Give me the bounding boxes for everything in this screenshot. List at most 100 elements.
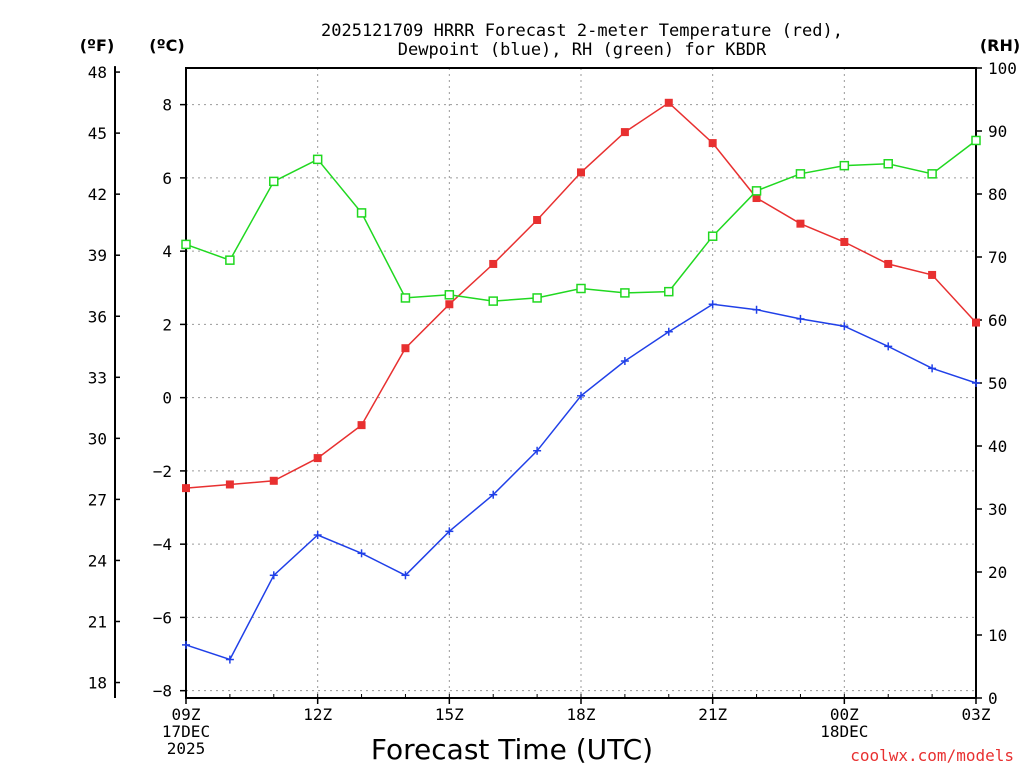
- dewpoint-point: [489, 490, 498, 499]
- temperature-point: [533, 216, 542, 225]
- x-tick-label: 03Z: [962, 705, 991, 724]
- temperature-point: [577, 168, 585, 177]
- temperature-point: [928, 270, 937, 279]
- chart-title-line-2: Dewpoint (blue), RH (green) for KBDR: [398, 40, 767, 60]
- rh-point: [181, 239, 191, 250]
- temperature-point: [357, 421, 366, 430]
- fahrenheit-tick-label: 36: [88, 307, 107, 326]
- x-tick-label: 17DEC: [162, 722, 210, 741]
- rh-point: [620, 288, 630, 298]
- rh-point: [795, 169, 806, 179]
- rh-point: [664, 286, 674, 297]
- rh-point: [839, 160, 850, 171]
- rh-point: [532, 293, 542, 303]
- rh-tick-label: 30: [988, 500, 1007, 519]
- dewpoint-point: [533, 446, 542, 455]
- rh-point: [488, 296, 498, 306]
- temperature-point: [708, 139, 717, 148]
- fahrenheit-tick-label: 33: [88, 368, 107, 387]
- celsius-tick-label: 6: [162, 169, 172, 188]
- rh-unit-label: (RH): [980, 36, 1020, 55]
- dewpoint-point: [928, 364, 937, 373]
- temperature-point: [269, 476, 278, 485]
- dewpoint-point: [796, 314, 805, 323]
- rh-point: [883, 159, 893, 169]
- fahrenheit-tick-label: 24: [88, 551, 107, 570]
- dewpoint-point: [225, 655, 234, 664]
- data-series: [181, 98, 981, 664]
- x-tick-label: 18Z: [567, 705, 596, 724]
- celsius-unit-label: (ºC): [149, 36, 184, 55]
- rh-point: [269, 176, 279, 187]
- rh-point: [707, 231, 718, 241]
- dewpoint-point: [708, 300, 717, 309]
- dewpoint-point: [884, 342, 893, 351]
- celsius-tick-label: −4: [153, 535, 172, 554]
- x-tick-label: 15Z: [435, 705, 464, 724]
- chart-title-line-1: 2025121709 HRRR Forecast 2-meter Tempera…: [321, 21, 843, 41]
- rh-point: [576, 283, 586, 294]
- dewpoint-point: [972, 379, 980, 387]
- rh-point: [400, 293, 411, 303]
- rh-tick-label: 100: [988, 59, 1017, 78]
- dewpoint-point: [664, 327, 673, 336]
- axes: −8−6−4−202468182124273033363942454801020…: [88, 59, 1017, 758]
- x-tick-label: 09Z: [172, 705, 201, 724]
- temperature-point: [445, 300, 454, 309]
- rh-tick-label: 40: [988, 437, 1007, 456]
- celsius-tick-label: −2: [153, 462, 172, 481]
- celsius-tick-label: 2: [162, 315, 172, 334]
- dewpoint-point: [445, 527, 454, 536]
- fahrenheit-tick-label: 45: [88, 124, 107, 143]
- x-tick-label: 12Z: [303, 705, 332, 724]
- temperature-point: [972, 318, 980, 327]
- fahrenheit-tick-label: 30: [88, 429, 107, 448]
- fahrenheit-tick-label: 39: [88, 246, 107, 265]
- celsius-tick-label: 4: [162, 242, 172, 261]
- rh-tick-label: 10: [988, 626, 1007, 645]
- rh-point: [971, 135, 981, 146]
- x-axis-label: Forecast Time (UTC): [371, 733, 653, 766]
- celsius-tick-label: −6: [153, 608, 172, 627]
- x-tick-label: 21Z: [698, 705, 727, 724]
- dewpoint-point: [752, 305, 761, 314]
- rh-tick-label: 60: [988, 311, 1007, 330]
- rh-tick-label: 20: [988, 563, 1007, 582]
- temperature-point: [884, 259, 893, 268]
- dewpoint-point: [577, 391, 585, 400]
- rh-tick-label: 80: [988, 185, 1007, 204]
- rh-tick-label: 70: [988, 248, 1007, 267]
- temperature-point: [401, 344, 410, 353]
- temperature-point: [225, 480, 234, 489]
- x-tick-label: 00Z: [830, 705, 859, 724]
- dewpoint-point: [313, 531, 322, 540]
- rh-tick-label: 0: [988, 689, 998, 708]
- celsius-tick-label: −8: [153, 682, 172, 701]
- temperature-point: [840, 237, 849, 246]
- fahrenheit-unit-label: (ºF): [80, 36, 115, 55]
- temperature-point: [313, 454, 322, 463]
- temperature-point: [796, 219, 805, 228]
- fahrenheit-tick-label: 27: [88, 490, 107, 509]
- temperature-point: [489, 259, 498, 268]
- dewpoint-point: [401, 571, 410, 580]
- rh-tick-label: 50: [988, 374, 1007, 393]
- rh-point: [312, 154, 323, 165]
- rh-point: [751, 186, 762, 196]
- credit-label: coolwx.com/models: [850, 746, 1014, 765]
- dewpoint-point: [182, 640, 190, 649]
- fahrenheit-tick-label: 42: [88, 185, 107, 204]
- fahrenheit-tick-label: 18: [88, 674, 107, 693]
- dewpoint-point: [620, 357, 629, 366]
- celsius-tick-label: 0: [162, 389, 172, 408]
- x-tick-label: 18DEC: [820, 722, 868, 741]
- dewpoint-point: [840, 322, 849, 331]
- rh-point: [225, 255, 235, 265]
- temperature-point: [620, 128, 629, 137]
- fahrenheit-tick-label: 21: [88, 612, 107, 631]
- x-tick-label: 2025: [167, 739, 206, 758]
- fahrenheit-tick-label: 48: [88, 63, 107, 82]
- dewpoint-point: [357, 549, 366, 558]
- rh-point: [356, 208, 367, 218]
